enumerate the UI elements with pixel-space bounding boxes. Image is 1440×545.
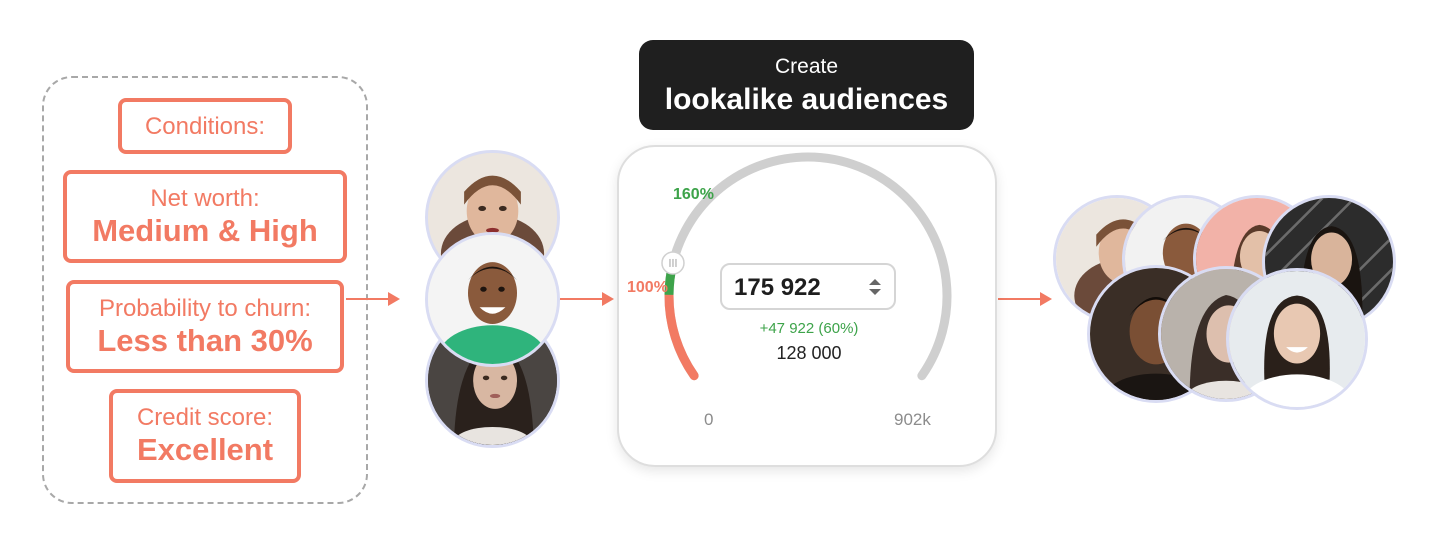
title-big: lookalike audiences [664,83,949,116]
condition-value: Excellent [136,431,274,467]
gauge-dial [661,152,952,381]
audience-base: 128 000 [776,343,842,363]
gauge-label-high: 160% [673,186,714,203]
conditions-panel [42,76,368,504]
condition-label: Credit score: [136,404,274,431]
gauge-min-label: 0 [704,410,714,429]
gauge-base-segment [664,290,699,381]
condition-label: Probability to churn: [98,295,312,322]
gauge-handle[interactable] [661,251,685,275]
gauge-label-base: 100% [627,279,668,296]
conditions-heading: Conditions: [144,113,266,140]
title-pill: Create lookalike audiences [639,40,974,130]
audience-delta: +47 922 (60%) [759,320,859,337]
woman-avatar-7 [1226,268,1368,410]
arrow-to-results [998,292,1052,306]
portrait-icon [428,235,557,364]
stepper-icon[interactable] [868,277,882,297]
title-small: Create [774,55,839,78]
condition-label: Net worth: [150,185,260,212]
conditions-heading-box: Conditions: [118,98,292,154]
man-avatar-1 [425,232,560,367]
condition-credit-score: Credit score: Excellent [109,389,301,483]
audience-size-input[interactable]: 175 922 [720,263,896,310]
gauge-max-label: 902k [894,410,931,429]
arrow-to-gauge [560,292,614,306]
audience-size-value: 175 922 [734,274,821,301]
condition-churn: Probability to churn: Less than 30% [66,280,344,373]
condition-value: Medium & High [92,212,318,248]
condition-value: Less than 30% [97,322,313,358]
condition-net-worth: Net worth: Medium & High [63,170,347,263]
portrait-icon [1229,271,1365,407]
gauge-card: 160% 100% 175 922 +47 922 (60%) 128 000 … [617,145,997,467]
arrow-to-source [346,292,400,306]
